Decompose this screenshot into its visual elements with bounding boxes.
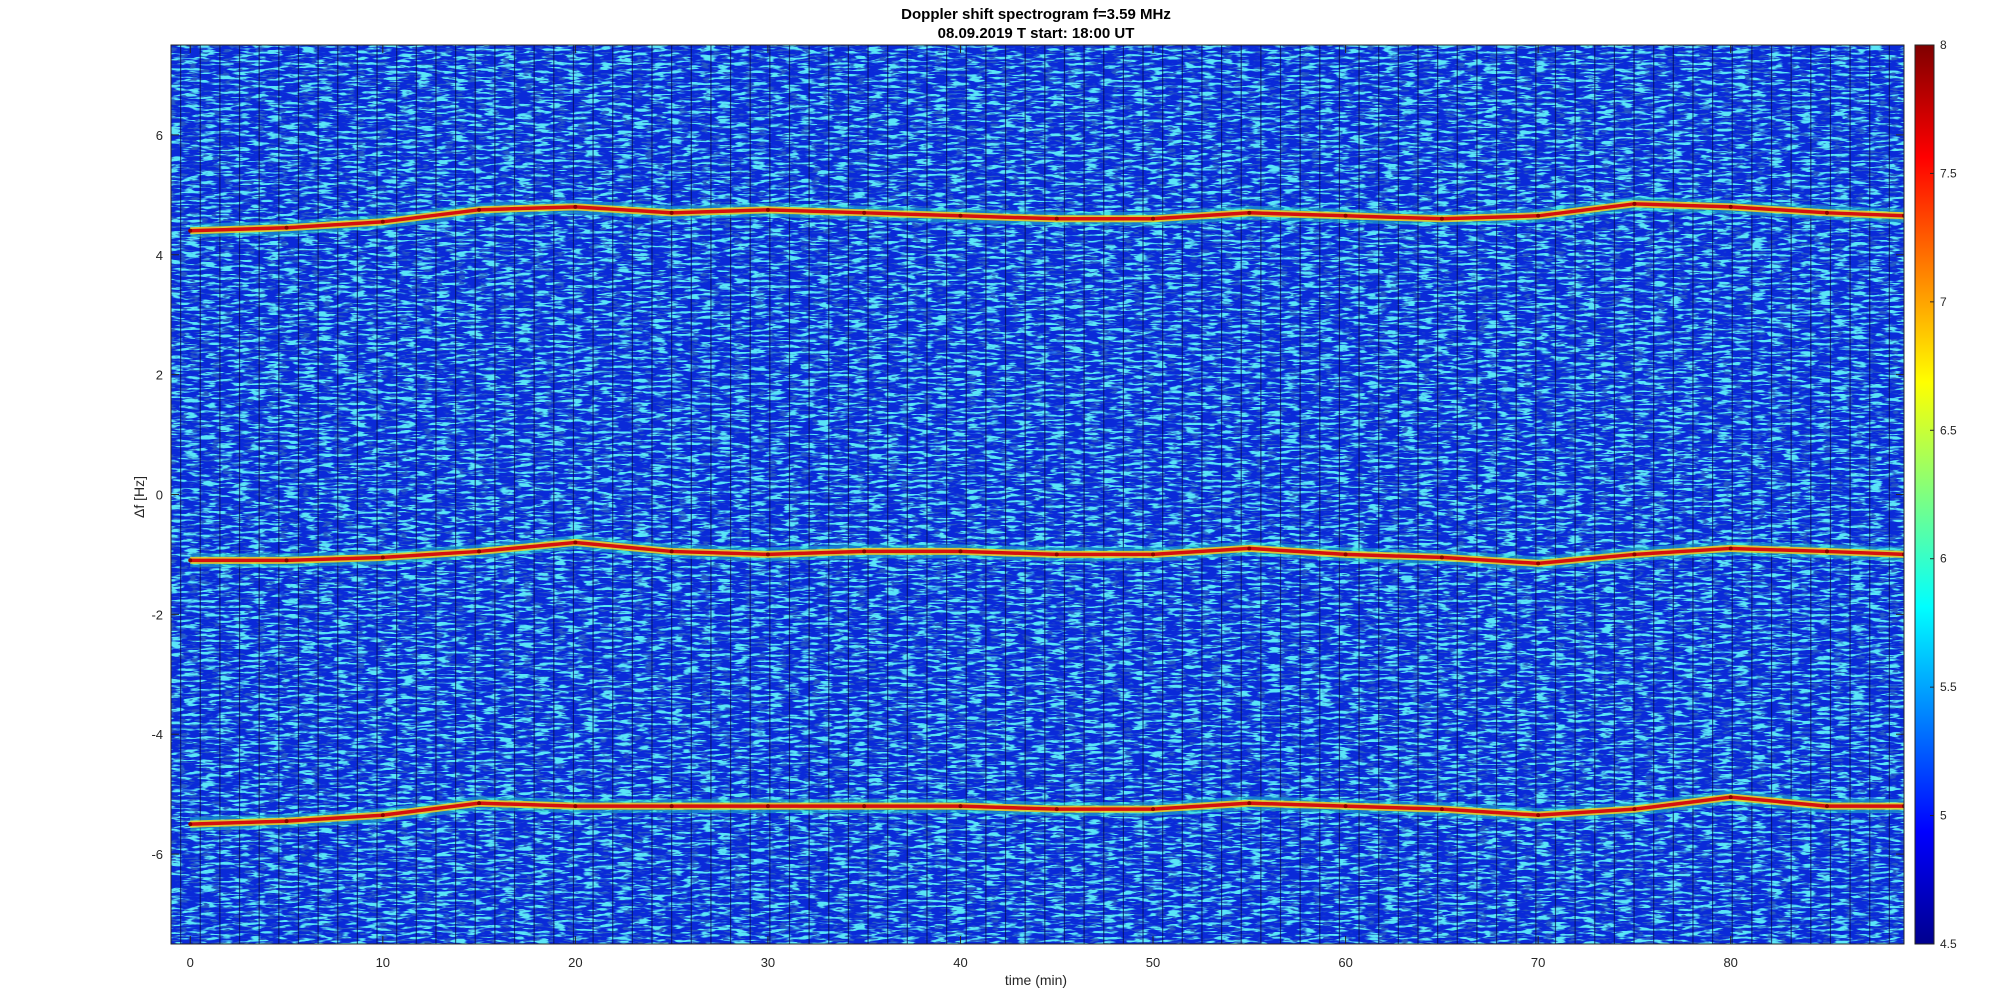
trace-point [958,549,963,554]
y-tick-label: -4 [151,727,163,742]
trace-point [958,804,963,809]
trace-point [1536,561,1541,566]
trace-point [1054,552,1059,557]
trace-point [1343,213,1348,218]
x-axis-label: time (min) [1005,972,1067,988]
y-tick-label: 6 [156,128,163,143]
trace-point [1151,807,1156,812]
trace-point [1151,216,1156,221]
trace-point [1247,801,1252,806]
colorbar-tick-label: 5.5 [1940,680,1957,694]
x-tick-label: 30 [761,955,775,970]
trace-point [573,804,578,809]
trace-point [188,822,193,827]
trace-point [669,210,674,215]
trace-point [1536,213,1541,218]
trace-point [1054,216,1059,221]
trace-point [669,804,674,809]
trace-point [1632,201,1637,206]
x-tick-label: 40 [953,955,967,970]
trace-point [1247,210,1252,215]
trace-point [380,219,385,224]
chart-title: Doppler shift spectrogram f=3.59 MHz [901,6,1171,23]
x-tick-label: 0 [187,955,194,970]
doppler-traces [188,196,1904,832]
heatmap-dark-noise [171,45,1904,944]
y-tick-label: 4 [156,248,163,263]
trace-point [669,549,674,554]
trace-point [1439,555,1444,560]
trace-point [1343,552,1348,557]
trace-point [1536,813,1541,818]
y-tick-label: -2 [151,607,163,622]
trace-point [1728,204,1733,209]
trace-point [1728,795,1733,800]
x-axis-ticks: 0 10 20 30 40 50 60 70 80 [187,45,1738,970]
colorbar-tick-label: 7.5 [1940,166,1957,180]
trace-point [1439,807,1444,812]
y-tick-label: 2 [156,368,163,383]
colorbar-ticks: 4.5 5 5.5 6 6.5 7 7.5 8 [1930,38,1957,951]
trace-point [477,549,482,554]
trace-point [1151,552,1156,557]
trace-point [1824,210,1829,215]
x-tick-label: 60 [1338,955,1352,970]
x-tick-label: 50 [1146,955,1160,970]
trace-point [284,225,289,230]
trace-point [958,213,963,218]
x-tick-label: 20 [568,955,582,970]
colorbar-tick-label: 7 [1940,295,1947,309]
colorbar-tick-label: 4.5 [1940,937,1957,951]
trace-point [380,555,385,560]
trace-point [477,801,482,806]
trace-point [573,540,578,545]
trace-point [1632,552,1637,557]
trace-point [765,207,770,212]
trace-point [765,804,770,809]
trace-point [1824,549,1829,554]
trace-point [862,210,867,215]
colorbar-tick-label: 6.5 [1940,423,1957,437]
trace-point [1439,216,1444,221]
trace-point [380,813,385,818]
colorbar-tick-label: 5 [1940,809,1947,823]
trace-point [1247,546,1252,551]
colorbar-tick-label: 8 [1940,38,1947,52]
x-tick-label: 70 [1531,955,1545,970]
x-tick-label: 80 [1723,955,1737,970]
trace-point [765,552,770,557]
x-tick-label: 10 [376,955,390,970]
trace-point [1632,807,1637,812]
colorbar-tick-label: 6 [1940,552,1947,566]
y-tick-label: -6 [151,847,163,862]
chart-subtitle: 08.09.2019 T start: 18:00 UT [938,25,1135,42]
y-tick-label: 0 [156,488,163,503]
y-axis-ticks: -6 -4 -2 0 2 4 6 [151,128,1904,862]
colorbar [1914,44,1935,945]
trace-point [1824,804,1829,809]
trace-point [188,558,193,563]
trace-point [862,804,867,809]
time-stripes [180,45,1890,944]
trace-point [477,207,482,212]
trace-point [1343,804,1348,809]
plot-area [171,45,1904,944]
trace-point [1728,546,1733,551]
trace-point [188,228,193,233]
trace-point [862,549,867,554]
trace-point [1054,807,1059,812]
trace-point [573,204,578,209]
trace-point [284,558,289,563]
y-axis-label: Δf [Hz] [131,476,147,518]
trace-point [284,819,289,824]
